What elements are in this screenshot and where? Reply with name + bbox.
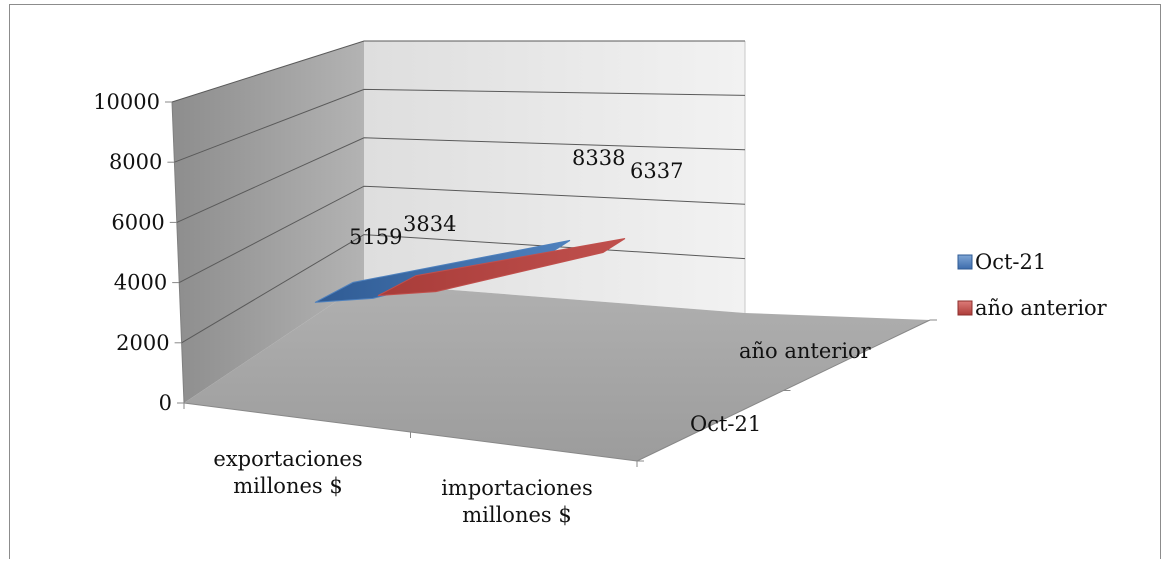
gridline bbox=[176, 137, 746, 223]
series-ribbon-1 bbox=[377, 238, 626, 297]
gridlines bbox=[171, 40, 746, 344]
data-label: 6337 bbox=[630, 159, 683, 183]
depth-category-label: Oct-21 bbox=[690, 412, 761, 436]
y-axis-ticks: 0 2000 4000 6000 8000 10000 bbox=[93, 90, 184, 415]
gridline bbox=[178, 185, 746, 284]
legend-swatch bbox=[957, 254, 973, 270]
x-category-label: exportaciones millones $ bbox=[213, 447, 362, 498]
gridline bbox=[181, 234, 746, 344]
floor bbox=[184, 283, 930, 461]
x-axis-ticks: exportaciones millones $ importaciones mill… bbox=[183, 403, 638, 527]
value-labels: 5159 8338 3834 6337 bbox=[349, 146, 683, 249]
legend-label: Oct-21 bbox=[975, 250, 1046, 274]
data-label: 8338 bbox=[572, 146, 625, 170]
series-layer bbox=[314, 238, 626, 303]
y-tick-label: 10000 bbox=[93, 90, 160, 114]
back-wall bbox=[364, 41, 745, 313]
y-tick-label: 4000 bbox=[114, 271, 167, 295]
gridline bbox=[174, 88, 746, 163]
data-label: 3834 bbox=[403, 212, 456, 236]
legend: Oct-21 año anterior bbox=[957, 250, 1108, 320]
depth-category-label: año anterior bbox=[739, 339, 872, 363]
legend-swatch bbox=[957, 300, 973, 316]
depth-axis-ticks: Oct-21 año anterior bbox=[637, 319, 937, 462]
x-category-label: importaciones millones $ bbox=[441, 476, 593, 527]
y-tick-label: 6000 bbox=[111, 210, 164, 234]
data-label: 5159 bbox=[349, 225, 402, 249]
chart-frame bbox=[9, 4, 1161, 559]
left-wall-edge bbox=[171, 101, 185, 404]
y-tick-label: 8000 bbox=[109, 150, 162, 174]
y-tick-label: 0 bbox=[159, 391, 172, 415]
left-wall bbox=[172, 41, 364, 403]
gridline bbox=[171, 40, 745, 103]
legend-label: año anterior bbox=[975, 296, 1108, 320]
y-tick-label: 2000 bbox=[116, 331, 169, 355]
